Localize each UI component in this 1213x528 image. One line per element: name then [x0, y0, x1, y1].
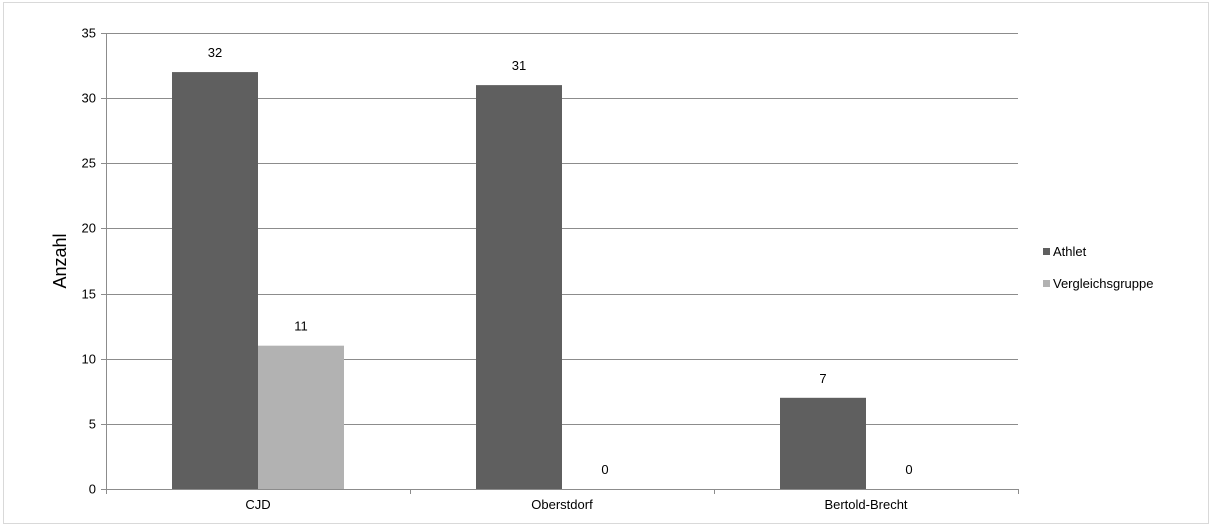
- legend-swatch: [1043, 280, 1050, 287]
- bar-athlet-bertold-brecht: [780, 397, 866, 489]
- data-label: 11: [294, 319, 308, 334]
- y-tick-label: 30: [82, 91, 96, 106]
- y-tick-label: 5: [89, 417, 96, 432]
- data-label: 0: [905, 462, 912, 477]
- data-label: 31: [512, 58, 526, 73]
- x-tick-label: CJD: [245, 497, 270, 512]
- y-tick-label: 10: [82, 352, 96, 367]
- y-axis-title: Anzahl: [50, 233, 70, 288]
- legend-swatch: [1043, 248, 1050, 255]
- y-tick-label: 35: [82, 26, 96, 41]
- y-tick-label: 0: [89, 482, 96, 497]
- y-tick-label: 15: [82, 287, 96, 302]
- data-label: 0: [601, 462, 608, 477]
- y-tick-labels: 0 5 10 15 20 25 30 35: [82, 26, 96, 497]
- data-labels: 32 11 31 0 7 0: [208, 45, 913, 477]
- bars: [172, 72, 866, 489]
- bar-athlet-oberstdorf: [476, 85, 562, 489]
- bar-vergleichsgruppe-cjd: [258, 345, 344, 489]
- y-tick-label: 20: [82, 221, 96, 236]
- axes: [101, 33, 1019, 494]
- bar-athlet-cjd: [172, 72, 258, 489]
- x-tick-label: Oberstdorf: [531, 497, 593, 512]
- legend-label: Athlet: [1053, 244, 1087, 259]
- legend-label: Vergleichsgruppe: [1053, 276, 1153, 291]
- data-label: 32: [208, 45, 222, 60]
- y-tick-label: 25: [82, 156, 96, 171]
- x-tick-labels: CJD Oberstdorf Bertold-Brecht: [245, 497, 908, 512]
- data-label: 7: [819, 371, 826, 386]
- x-tick-label: Bertold-Brecht: [824, 497, 907, 512]
- legend: Athlet Vergleichsgruppe: [1043, 244, 1153, 291]
